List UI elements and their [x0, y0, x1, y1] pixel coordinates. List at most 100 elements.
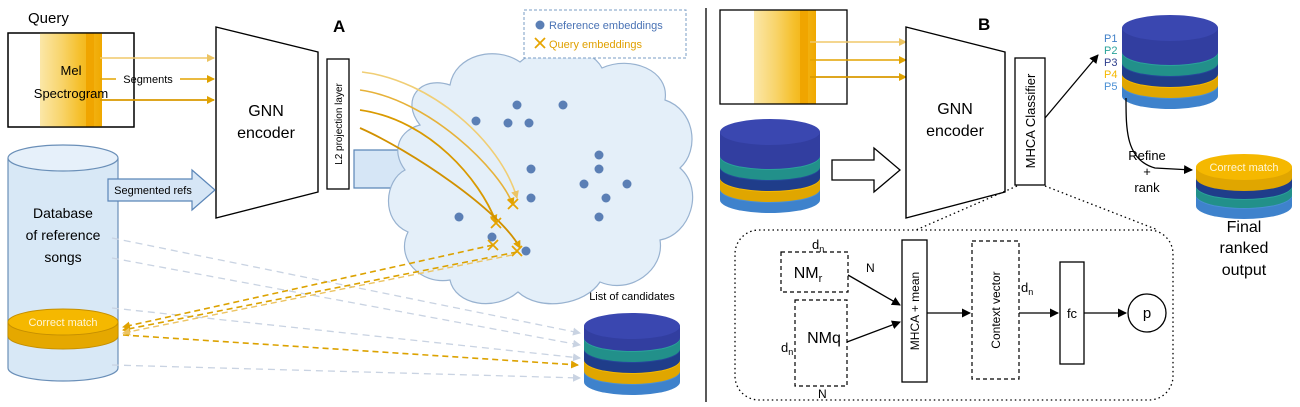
dn-label-top: dn: [812, 237, 824, 254]
ref-dot: [503, 118, 513, 128]
p-labels: P1 P2 P3 P4 P5: [1104, 33, 1117, 93]
panel-a: A Query Mel Spectrogram Segments GNN enc…: [7, 9, 694, 395]
legend-query-label: Query embeddings: [549, 39, 642, 51]
p-label-3: P3: [1104, 57, 1117, 69]
query-curves: [359, 71, 521, 249]
ref-dot: [594, 150, 604, 160]
mhca-classifier: MHCA Classifier: [1014, 57, 1046, 186]
ref-dot: [601, 193, 611, 203]
reference-disc: [720, 119, 820, 169]
candidate-disc: [584, 313, 680, 351]
final-label-line1: Final: [1227, 219, 1262, 236]
reference-stack-b: [720, 119, 820, 213]
panel-b: B GNN encoder: [719, 9, 1292, 401]
gnn-encoder-b-line2: encoder: [926, 123, 984, 140]
ref-dot: [471, 116, 481, 126]
fc-label: fc: [1067, 306, 1078, 321]
mel-spectrogram-box: Mel Spectrogram: [7, 32, 135, 128]
refine-arrow: [1125, 97, 1193, 175]
probability-stack: [1122, 15, 1218, 109]
database-label-line1: Database: [33, 205, 93, 221]
spectrogram-box-b: [719, 9, 848, 105]
segmented-refs-label: Segmented refs: [114, 185, 192, 197]
context-vector-label: Context vector: [989, 271, 1003, 348]
classifier-output-arrow: [1044, 54, 1099, 119]
mel-label-line1: Mel: [61, 63, 82, 78]
embedding-cloud: [387, 47, 694, 305]
ref-dot: [512, 100, 522, 110]
context-vector-box: [971, 240, 1020, 380]
segment-arrows-b: [810, 38, 907, 81]
panel-b-label: B: [978, 15, 990, 34]
p-label-4: P4: [1104, 69, 1117, 81]
candidate-stack: [584, 313, 680, 395]
gnn-encoder-a-line2: encoder: [237, 125, 295, 142]
mhca-mean-box: [901, 239, 928, 383]
gnn-encoder-b-line1: GNN: [937, 101, 973, 118]
database-label-line3: songs: [44, 249, 81, 265]
nm-r-box: [780, 251, 849, 293]
segments-label: Segments: [123, 74, 173, 86]
legend-reference-marker: [535, 20, 545, 30]
dn-label-context: dn: [1021, 280, 1033, 297]
final-label-line3: output: [1222, 262, 1267, 279]
dn-label-left: dn: [781, 340, 793, 357]
zoom-line-left: [915, 185, 1018, 231]
database-label-line2: of reference: [26, 227, 101, 243]
nm-r-arrow: [847, 274, 901, 306]
gnn-encoder-a-line1: GNN: [248, 103, 284, 120]
ranked-disc-correct: Correct match: [1196, 154, 1292, 191]
refine-label-line2: +: [1143, 164, 1151, 179]
prob-disc: [1122, 15, 1218, 65]
final-ranked-stack: Correct match: [1196, 154, 1292, 219]
ref-dot: [521, 246, 531, 256]
l2-projection-label: L2 projection layer: [334, 82, 345, 164]
ref-dot: [487, 232, 497, 242]
p-label-2: P2: [1104, 45, 1117, 57]
nm-q-box: [794, 299, 848, 387]
match-dashed-lines: [122, 244, 579, 369]
ref-dot: [579, 179, 589, 189]
gnn-encoder-a: GNN encoder: [215, 26, 319, 219]
ref-dot: [622, 179, 632, 189]
query-x-mark: [490, 217, 502, 229]
stack-to-encoder-arrow: [831, 146, 902, 194]
ref-dot: [526, 193, 536, 203]
refine-label-line1: Refine: [1128, 148, 1166, 163]
p-label-5: P5: [1104, 81, 1117, 93]
nm-q-arrow: [846, 320, 901, 343]
n-label-bottom: N: [818, 387, 827, 401]
correct-match-label-b: Correct match: [1209, 162, 1278, 174]
mhca-mean-label: MHCA + mean: [908, 272, 922, 350]
ref-dot: [594, 212, 604, 222]
fc-box: [1059, 261, 1085, 365]
candidates-label: List of candidates: [589, 291, 675, 303]
final-label-line2: ranked: [1220, 240, 1269, 257]
query-title: Query: [28, 10, 69, 27]
correct-match-label-a: Correct match: [28, 317, 97, 329]
ref-dot: [594, 164, 604, 174]
embedding-legend: Reference embeddings Query embeddings: [523, 9, 687, 59]
p-node: [1127, 293, 1167, 333]
legend-query-marker: [534, 37, 546, 49]
p-node-label: p: [1143, 305, 1151, 322]
gnn-encoder-b: GNN encoder: [905, 26, 1006, 219]
segmented-refs-arrow: Segmented refs: [107, 168, 216, 212]
nm-q-label: NMq: [807, 330, 841, 347]
mel-label-line2: Spectrogram: [34, 86, 108, 101]
correct-match-disc-a: Correct match: [7, 308, 119, 350]
nm-r-label: NMr: [794, 265, 823, 285]
reference-embedding-dots: [454, 100, 632, 256]
query-x-mark: [511, 245, 523, 257]
refine-label-line3: rank: [1134, 180, 1160, 195]
mhca-detail-box: dn NMr N NMq dn N MHCA + mean Context ve…: [734, 229, 1174, 401]
ref-dot: [454, 212, 464, 222]
reference-database: Database of reference songs Correct matc…: [7, 144, 119, 382]
mhca-classifier-label: MHCA Classifier: [1023, 73, 1038, 168]
ref-dot: [524, 118, 534, 128]
ref-dot: [558, 100, 568, 110]
n-label-right: N: [866, 261, 875, 275]
segment-arrows: [100, 54, 215, 104]
panel-a-label: A: [333, 17, 345, 36]
